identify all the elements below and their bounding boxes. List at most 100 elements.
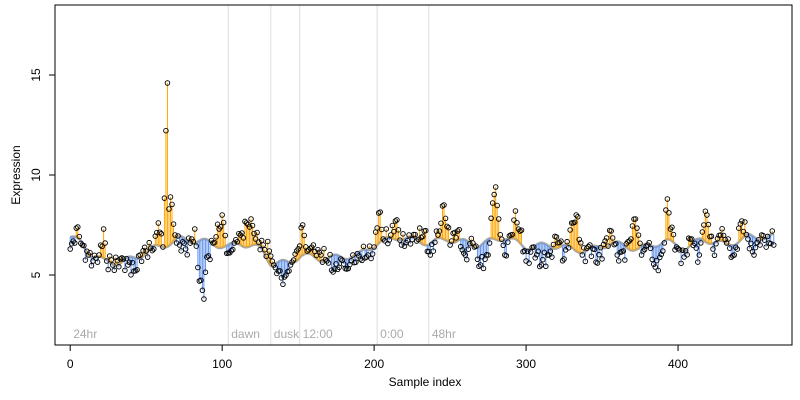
data-point	[640, 248, 646, 254]
data-point	[536, 263, 543, 270]
data-point	[465, 246, 472, 252]
data-point	[634, 225, 640, 231]
data-point	[673, 244, 680, 250]
data-point	[158, 231, 165, 237]
data-point	[310, 242, 317, 248]
data-point	[157, 229, 163, 235]
y-axis-label: Expression	[9, 145, 23, 204]
data-point	[252, 236, 259, 242]
data-point	[684, 251, 690, 258]
data-point	[169, 201, 175, 208]
data-point	[170, 221, 177, 227]
data-point	[185, 235, 192, 241]
data-point	[292, 251, 298, 257]
data-point	[327, 251, 333, 258]
data-point	[620, 248, 627, 254]
data-point	[661, 240, 668, 246]
data-point	[605, 243, 611, 249]
segment-label: dusk	[274, 327, 300, 341]
data-point	[134, 267, 140, 273]
deviation-stems	[69, 83, 775, 299]
x-axis-label: Sample index	[389, 375, 462, 389]
data-point	[509, 231, 516, 238]
data-point	[574, 214, 581, 220]
data-point	[614, 252, 620, 258]
data-point	[295, 246, 301, 252]
data-point	[719, 225, 725, 232]
data-point	[474, 256, 481, 263]
data-point	[616, 258, 622, 264]
data-point	[533, 251, 540, 258]
data-point	[205, 253, 212, 259]
data-point	[565, 245, 572, 251]
data-point	[105, 266, 111, 273]
data-point	[695, 259, 701, 265]
data-point	[298, 224, 304, 231]
data-point	[140, 247, 146, 254]
data-point	[432, 239, 438, 246]
data-point	[178, 248, 184, 254]
data-point	[454, 228, 461, 234]
y-axis: 5 10 15	[29, 68, 55, 278]
data-point	[260, 242, 266, 248]
data-point	[67, 246, 73, 252]
data-point	[726, 245, 733, 251]
data-point	[675, 245, 681, 252]
data-point	[612, 240, 619, 247]
segment-label: dawn	[231, 327, 260, 341]
data-point	[401, 243, 408, 249]
data-point	[243, 220, 250, 226]
data-point	[228, 247, 235, 254]
data-point	[248, 216, 254, 222]
data-point	[711, 252, 718, 259]
data-point	[392, 218, 399, 224]
data-point	[321, 245, 327, 252]
data-point	[448, 238, 455, 244]
data-point	[100, 226, 107, 232]
segment-label: 0:00	[380, 327, 404, 341]
data-point	[693, 245, 700, 251]
data-point	[731, 252, 738, 258]
data-point	[290, 257, 297, 263]
data-point	[146, 239, 152, 246]
data-point	[242, 218, 248, 225]
data-point	[594, 260, 601, 266]
data-point	[473, 243, 479, 249]
data-point	[129, 259, 136, 266]
data-point	[485, 252, 491, 258]
data-point	[678, 260, 684, 267]
data-point	[325, 260, 332, 266]
y-tick-label: 15	[29, 68, 43, 82]
data-point	[388, 232, 394, 238]
data-point	[553, 234, 560, 240]
data-point	[710, 246, 716, 252]
data-point	[234, 239, 241, 245]
data-point	[587, 242, 593, 248]
data-point	[495, 216, 502, 222]
data-point	[182, 246, 189, 252]
data-point	[102, 240, 108, 246]
data-point	[622, 257, 628, 263]
data-point	[655, 267, 662, 274]
data-point	[540, 256, 546, 263]
data-point	[389, 222, 396, 229]
data-point	[578, 240, 584, 246]
data-point	[427, 252, 434, 258]
data-point	[491, 191, 497, 198]
data-point	[266, 248, 273, 254]
data-point	[413, 238, 420, 244]
data-point	[602, 238, 608, 244]
data-point	[82, 257, 89, 263]
data-point	[670, 231, 677, 238]
data-point	[386, 237, 393, 243]
segment-label: 12:00	[303, 327, 333, 341]
data-point	[164, 80, 171, 86]
data-point	[650, 261, 657, 267]
data-point	[739, 218, 745, 224]
data-point	[445, 224, 452, 231]
data-point	[99, 243, 105, 250]
data-point	[608, 228, 614, 234]
data-point	[149, 247, 156, 254]
data-point	[550, 241, 557, 248]
data-point	[755, 237, 762, 243]
